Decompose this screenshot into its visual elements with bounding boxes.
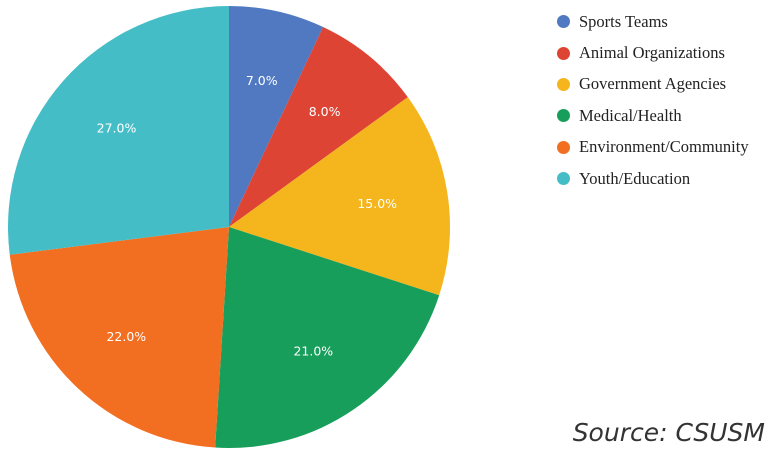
pie-slice-animal-organizations <box>229 27 408 228</box>
legend-swatch <box>557 109 570 123</box>
legend-swatch <box>557 15 570 29</box>
pie-slice-youth-education <box>7 5 230 255</box>
slice-value-label: 7.0% <box>246 73 278 88</box>
legend-label: Animal Organizations <box>579 43 725 63</box>
pie-slice-government-agencies <box>229 97 450 296</box>
slice-value-label: 15.0% <box>357 196 397 211</box>
pie-chart: 7.0% 8.0% 15.0% 21.0% 22.0% 27.0% <box>7 5 450 448</box>
legend-label: Government Agencies <box>579 74 727 94</box>
slice-value-label: 8.0% <box>309 104 341 119</box>
legend-item-environment-community: Environment/Community <box>557 132 749 163</box>
legend-item-youth-education: Youth/Education <box>557 163 749 194</box>
pie-slice-environment-community <box>9 227 229 448</box>
slice-value-label: 21.0% <box>293 344 333 359</box>
slice-value-label: 22.0% <box>106 329 146 344</box>
legend-label: Environment/Community <box>579 137 749 157</box>
source-caption: Source: CSUSM <box>572 418 765 447</box>
legend-label: Youth/Education <box>579 168 691 188</box>
legend-swatch <box>557 172 570 186</box>
chart-legend: Sports Teams Animal Organizations Governme… <box>557 6 749 194</box>
legend-item-animal-organizations: Animal Organizations <box>557 37 749 68</box>
legend-swatch <box>557 77 570 91</box>
legend-item-medical-health: Medical/Health <box>557 100 749 131</box>
legend-item-government-agencies: Government Agencies <box>557 69 749 100</box>
legend-swatch <box>557 46 570 60</box>
legend-item-sports-teams: Sports Teams <box>557 6 749 37</box>
slice-value-label: 27.0% <box>97 120 137 135</box>
legend-label: Medical/Health <box>579 105 682 125</box>
pie-slice-medical-health <box>215 227 440 448</box>
legend-swatch <box>557 140 570 154</box>
pie-slice-sports-teams <box>229 6 324 227</box>
legend-label: Sports Teams <box>579 11 668 31</box>
